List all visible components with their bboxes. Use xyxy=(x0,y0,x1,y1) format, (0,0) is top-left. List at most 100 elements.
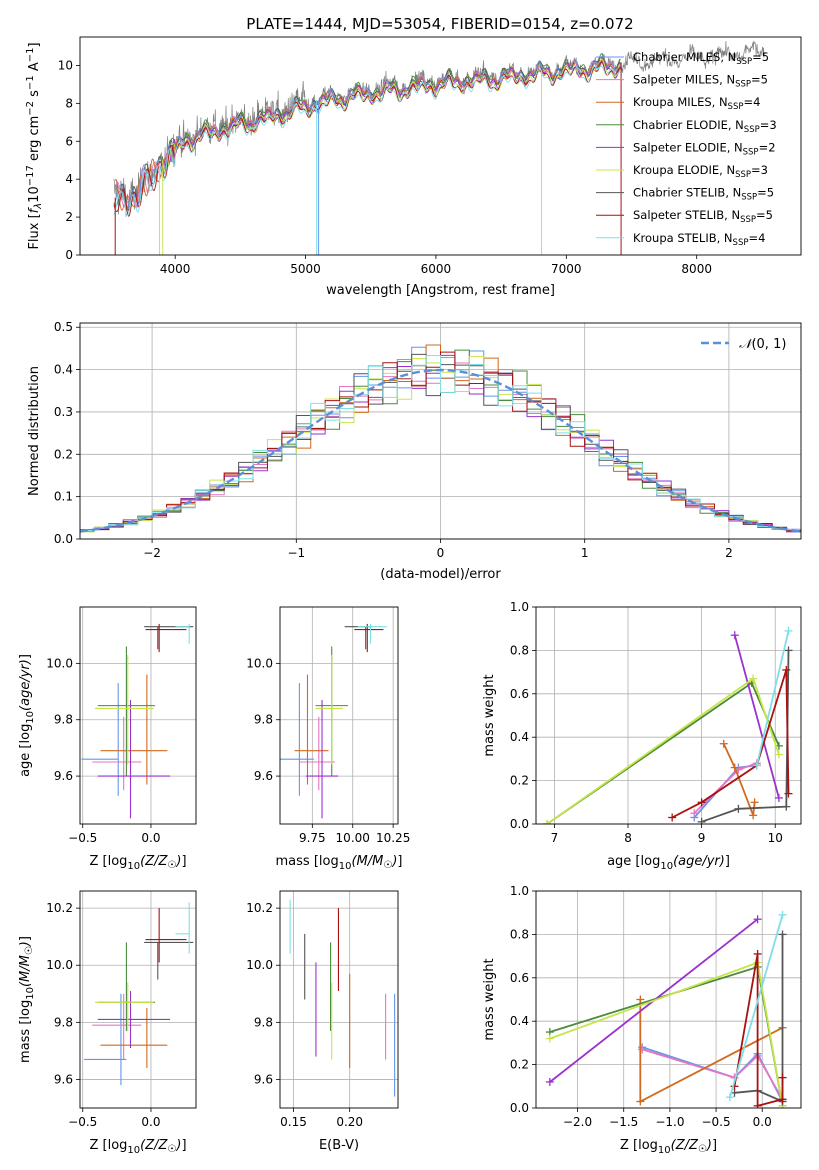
age_vs_Z-panel: −0.5 0.0 9.6 9.8 10.0 Z [log10(Z/Z☉)] age [log… xyxy=(18,606,197,872)
mass_vs_EBV-plot-area xyxy=(289,899,396,1097)
weight_vs_age-xtick-label: 7 xyxy=(551,831,559,845)
spectrum-xtick-label: 6000 xyxy=(421,262,452,276)
mass_vs_Z-ytick-label: 9.6 xyxy=(54,1072,73,1086)
residuals-ytick-label: 0.0 xyxy=(54,532,73,546)
errorbar-point xyxy=(175,902,190,954)
x-axis-label: Z [log10(Z/Z☉)] xyxy=(89,854,186,872)
residuals-ytick-label: 0.4 xyxy=(54,363,73,377)
errorbar-point xyxy=(144,626,194,650)
weight_vs_Z-ytick-label: 0.6 xyxy=(510,971,529,985)
mass_vs_EBV-ytick-label: 10.0 xyxy=(246,958,273,972)
legend-label: Kroupa ELODIE, NSSP=3 xyxy=(633,163,768,180)
y-axis-label: Flux [fλ10−17 erg cm−2 s−1 A−1] xyxy=(25,42,44,249)
weight_vs_Z-ytick-label: 0.4 xyxy=(510,1014,529,1028)
spectrum-ytick-label: 0 xyxy=(65,248,73,262)
age_vs_mass-ytick-label: 9.8 xyxy=(254,713,273,727)
residuals-xtick-label: 1 xyxy=(581,546,589,560)
mass_vs_Z-plot-area xyxy=(84,902,194,1086)
weight_vs_Z-xtick-label: −1.5 xyxy=(609,1115,638,1129)
residuals-ytick-label: 0.3 xyxy=(54,405,73,419)
weight_vs_age-ytick-label: 0.6 xyxy=(510,687,529,701)
errorbar-point xyxy=(280,683,314,796)
spectrum-xtick-label: 7000 xyxy=(551,262,582,276)
mass_vs_Z-xtick-label: 0.0 xyxy=(141,1115,160,1129)
mass_vs_EBV-ytick-label: 9.6 xyxy=(254,1072,273,1086)
weight_vs_Z-xtick-label: −1.0 xyxy=(655,1115,684,1129)
y-axis-label: mass weight xyxy=(482,674,497,756)
x-axis-label: Z [log10(Z/Z☉)] xyxy=(620,1138,717,1156)
weight-series xyxy=(636,995,787,1106)
model-spectrum-line xyxy=(161,58,622,168)
residuals-ytick-label: 0.5 xyxy=(54,320,73,334)
legend-label: Salpeter MILES, NSSP=5 xyxy=(633,73,768,90)
residuals-panel: −2 −1 0 1 2 0.0 0.1 0.2 0.3 0.4 0.5 (data-model)/er… xyxy=(27,320,802,582)
weight_vs_age-ytick-label: 0.8 xyxy=(510,643,529,657)
weight-series xyxy=(730,949,787,1108)
weight_vs_Z-xtick-label: −0.5 xyxy=(701,1115,730,1129)
mass_vs_Z-ytick-label: 10.0 xyxy=(46,958,73,972)
axes-frame xyxy=(535,606,802,825)
age_vs_Z-ytick-label: 9.8 xyxy=(54,713,73,727)
weight_vs_Z-panel: −2.0 −1.5 −1.0 −0.5 0.0 0.0 0.2 0.4 0.6 0.8 1.0 Z [… xyxy=(482,884,802,1156)
weight_vs_age-ytick-label: 0.2 xyxy=(510,774,529,788)
mass_vs_EBV-ytick-label: 9.8 xyxy=(254,1015,273,1029)
weight_vs_age-xtick-label: 10 xyxy=(768,831,783,845)
mass_vs_EBV-xtick-label: 0.15 xyxy=(280,1115,307,1129)
mass_vs_EBV-ytick-label: 10.2 xyxy=(246,901,273,915)
x-axis-label: wavelength [Angstrom, rest frame] xyxy=(326,283,555,298)
errorbar-point xyxy=(97,700,171,819)
errorbar-point xyxy=(354,623,384,653)
age_vs_mass-panel: 9.75 10.00 10.25 9.6 9.8 10.0 mass [log10(M/M☉… xyxy=(246,606,410,872)
errorbar-point xyxy=(92,716,142,791)
normal-reference-curve xyxy=(80,368,801,533)
weight_vs_age-ytick-label: 1.0 xyxy=(510,600,529,614)
errorbar-point xyxy=(145,908,187,963)
weight-series xyxy=(638,1045,787,1104)
x-axis-label: age [log10(age/yr)] xyxy=(607,854,730,872)
age_vs_mass-xtick-label: 10.25 xyxy=(376,831,410,845)
age_vs_Z-plot-area xyxy=(81,623,194,819)
errorbar-point xyxy=(299,716,335,791)
errorbar-point xyxy=(344,626,373,650)
residuals-xtick-label: −1 xyxy=(287,546,305,560)
age_vs_mass-ytick-label: 10.0 xyxy=(246,656,273,670)
spectrum-ytick-label: 8 xyxy=(65,96,73,110)
errorbar-point xyxy=(95,654,154,765)
errorbar-point xyxy=(81,683,119,796)
axes-frame xyxy=(79,322,802,540)
errorbar-point xyxy=(145,623,187,653)
axes-frame xyxy=(535,890,802,1109)
age_vs_mass-ytick-label: 9.6 xyxy=(254,769,273,783)
errorbar-point xyxy=(95,982,154,1031)
errorbar-point xyxy=(305,700,339,819)
weight_vs_age-ytick-label: 0.0 xyxy=(510,817,529,831)
legend-label: Chabrier MILES, NSSP=5 xyxy=(633,50,769,67)
age_vs_mass-xtick-label: 9.75 xyxy=(299,831,326,845)
spectrum-xtick-label: 8000 xyxy=(681,262,712,276)
spectrum-ytick-label: 6 xyxy=(65,134,73,148)
spectrum-xtick-label: 5000 xyxy=(290,262,321,276)
y-axis-label: mass [log10(M/M☉)] xyxy=(18,936,36,1063)
errorbar-point xyxy=(92,993,142,1060)
spectrum-xtick-label: 4000 xyxy=(160,262,191,276)
weight_vs_Z-ytick-label: 0.8 xyxy=(510,927,529,941)
errorbar-point xyxy=(84,993,127,1086)
legend-label: Salpeter ELODIE, NSSP=2 xyxy=(633,140,776,157)
weight_vs_Z-plot-area xyxy=(545,910,787,1108)
age_vs_Z-xtick-label: −0.5 xyxy=(68,831,97,845)
x-axis-label: E(B-V) xyxy=(319,1138,359,1153)
weight_vs_Z-xtick-label: 0.0 xyxy=(753,1115,772,1129)
legend-label: Chabrier STELIB, NSSP=5 xyxy=(633,186,774,203)
weight_vs_Z-xtick-label: −2.0 xyxy=(563,1115,592,1129)
weight-series xyxy=(638,1043,787,1106)
model-spectrum-line xyxy=(114,60,622,209)
spectrum-ytick-label: 4 xyxy=(65,172,73,186)
weight-series xyxy=(543,674,783,824)
residuals-plot-area xyxy=(80,344,801,539)
mass_vs_EBV-xtick-label: 0.20 xyxy=(336,1115,363,1129)
axes-frame xyxy=(279,890,399,1109)
errorbar-point xyxy=(357,623,387,644)
weight-series xyxy=(543,678,783,824)
legend-label: Kroupa MILES, NSSP=4 xyxy=(633,95,760,112)
